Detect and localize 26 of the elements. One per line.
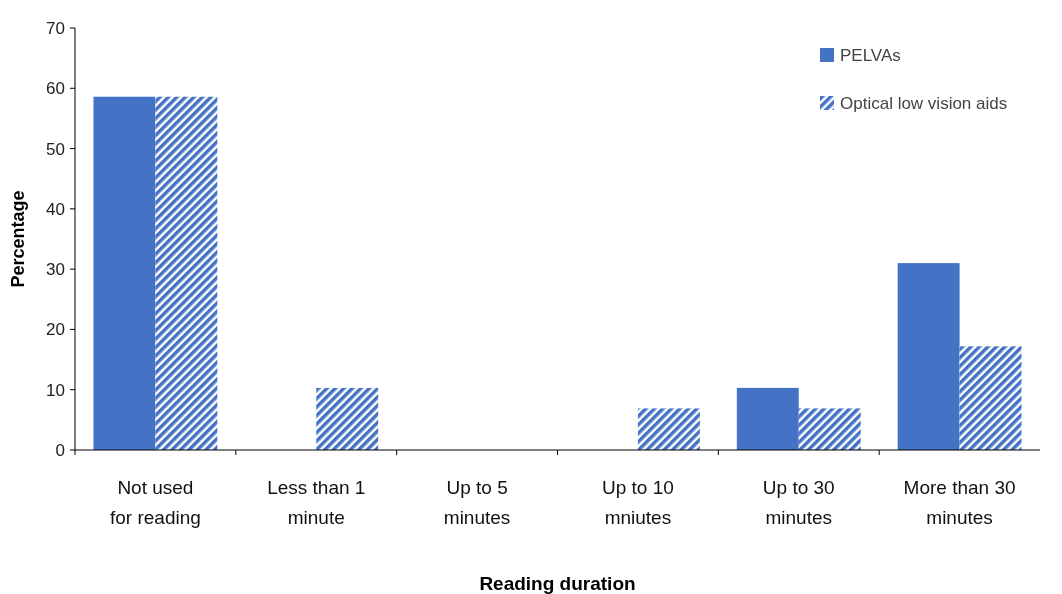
- bar: [316, 387, 379, 450]
- y-tick-label: 40: [46, 199, 65, 219]
- legend-label: Optical low vision aids: [840, 93, 1008, 113]
- y-tick-label: 60: [46, 79, 65, 99]
- x-tick-label: Not used for reading: [109, 477, 201, 528]
- bar: [637, 408, 700, 450]
- bar: [959, 346, 1022, 450]
- x-tick-label: Less than 1 minute: [267, 477, 366, 528]
- bar: [736, 387, 799, 450]
- bar: [897, 263, 960, 450]
- bar: [798, 408, 861, 450]
- x-tick-label: More than 30 minutes: [903, 477, 1016, 528]
- legend-label: PELVAs: [840, 45, 901, 65]
- x-tick-label: Up to 10 mniutes: [602, 477, 674, 528]
- bar: [155, 96, 218, 450]
- y-tick-label: 20: [46, 320, 65, 340]
- y-axis-title: Percentage: [8, 190, 28, 288]
- y-tick-label: 70: [46, 18, 65, 38]
- bar: [93, 96, 156, 450]
- x-tick-label: Up to 5 minutes: [443, 477, 511, 528]
- x-tick-label: Up to 30 minutes: [762, 477, 835, 528]
- y-tick-label: 0: [55, 440, 65, 460]
- x-axis-title: Reading duration: [479, 573, 636, 594]
- y-tick-label: 10: [46, 380, 65, 400]
- y-tick-label: 30: [46, 260, 65, 280]
- y-tick-label: 50: [46, 139, 65, 159]
